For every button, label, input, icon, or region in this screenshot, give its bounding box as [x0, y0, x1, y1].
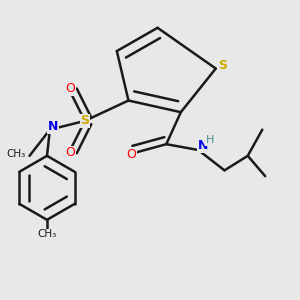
- Text: H: H: [206, 135, 214, 146]
- Text: N: N: [197, 139, 208, 152]
- Text: CH₃: CH₃: [6, 149, 25, 159]
- Text: S: S: [218, 59, 227, 72]
- Text: O: O: [65, 146, 75, 159]
- Text: N: N: [48, 120, 58, 133]
- Text: O: O: [65, 82, 75, 95]
- Text: O: O: [126, 148, 136, 161]
- Text: CH₃: CH₃: [38, 230, 57, 239]
- Text: S: S: [80, 114, 89, 128]
